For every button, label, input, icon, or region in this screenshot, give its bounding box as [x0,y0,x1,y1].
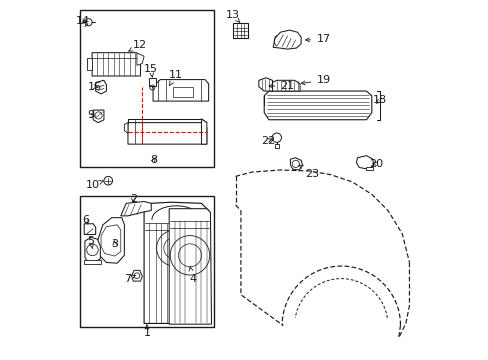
Polygon shape [274,144,278,148]
Text: 14: 14 [75,17,89,27]
Text: 5: 5 [87,236,94,249]
Polygon shape [101,225,121,256]
Polygon shape [131,270,142,281]
Polygon shape [366,167,372,170]
Text: 19: 19 [301,75,330,85]
Text: 4: 4 [188,267,196,284]
Text: 17: 17 [305,35,330,44]
Polygon shape [169,209,211,324]
Text: 7: 7 [124,274,135,284]
Text: 15: 15 [144,64,158,77]
Text: 12: 12 [128,40,146,51]
Text: 16: 16 [88,82,102,92]
Polygon shape [85,237,100,262]
Polygon shape [233,23,247,39]
Text: 23: 23 [299,165,318,179]
Polygon shape [84,224,96,234]
Polygon shape [258,78,272,91]
Text: 21: 21 [268,81,294,91]
Text: 9: 9 [87,111,95,121]
Polygon shape [86,58,92,69]
Polygon shape [201,119,206,144]
Polygon shape [92,53,140,76]
Text: 22: 22 [260,136,274,145]
Text: 6: 6 [82,215,89,225]
Polygon shape [149,78,155,86]
Text: 2: 2 [129,194,137,204]
Polygon shape [97,218,124,263]
Polygon shape [93,110,104,123]
Bar [172,87,192,97]
Text: 8: 8 [150,155,157,165]
Text: 11: 11 [168,70,183,86]
Polygon shape [144,202,210,323]
Text: 1: 1 [143,325,150,338]
Text: 10: 10 [86,180,103,190]
Text: 20: 20 [368,159,383,169]
Polygon shape [264,91,371,120]
Polygon shape [273,30,301,49]
Polygon shape [124,123,128,134]
Text: 3: 3 [111,239,118,249]
Polygon shape [356,156,373,169]
Polygon shape [84,260,101,264]
Polygon shape [121,202,151,216]
Polygon shape [153,80,208,101]
Polygon shape [96,80,106,94]
Polygon shape [290,158,302,170]
Polygon shape [137,54,144,65]
Polygon shape [269,80,300,91]
Bar [80,196,214,327]
Text: 18: 18 [372,95,386,105]
Text: 13: 13 [225,10,240,23]
Bar [80,10,214,167]
Polygon shape [128,123,206,144]
